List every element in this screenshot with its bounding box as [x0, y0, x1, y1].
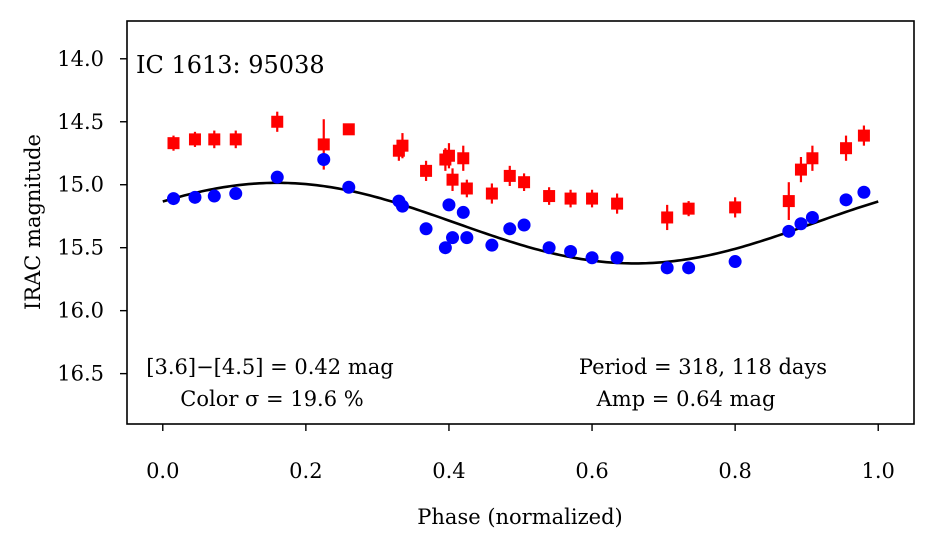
- data-point-square: [661, 211, 674, 224]
- chart-title: IC 1613: 95038: [136, 51, 325, 79]
- data-point-circle: [503, 222, 517, 236]
- data-point-circle: [839, 193, 853, 207]
- data-point-circle: [564, 244, 578, 258]
- data-point-square: [342, 123, 355, 136]
- data-point-square: [396, 139, 409, 152]
- data-point-circle: [610, 251, 624, 265]
- y-tick-label: 16.5: [57, 362, 104, 386]
- data-point-square: [503, 169, 516, 182]
- color-annotation-line2: Color σ = 19.6 %: [180, 387, 363, 411]
- y-tick-label: 15.0: [57, 173, 104, 197]
- data-point-square: [188, 133, 201, 146]
- data-point-square: [782, 195, 795, 208]
- data-point-circle: [207, 189, 221, 203]
- data-point-circle: [317, 153, 331, 167]
- data-point-square: [271, 115, 284, 128]
- y-tick-label: 14.5: [57, 110, 104, 134]
- data-point-square: [518, 176, 531, 189]
- data-point-circle: [542, 241, 556, 255]
- data-point-square: [806, 152, 819, 165]
- x-tick-label: 0.8: [718, 459, 751, 483]
- data-point-circle: [585, 251, 599, 265]
- data-point-square: [682, 202, 695, 215]
- data-point-circle: [517, 218, 531, 232]
- data-point-square: [457, 152, 470, 165]
- y-tick-label: 16.0: [57, 299, 104, 323]
- period-annotation: Period = 318, 118 days: [579, 355, 827, 379]
- data-point-square: [317, 138, 330, 151]
- data-point-square: [460, 182, 473, 195]
- data-point-circle: [456, 205, 470, 219]
- data-point-circle: [805, 210, 819, 224]
- data-point-circle: [446, 231, 460, 245]
- data-point-square: [611, 197, 624, 210]
- data-point-square: [442, 149, 455, 162]
- x-tick-label: 1.0: [862, 459, 895, 483]
- data-point-circle: [395, 199, 409, 213]
- data-point-square: [729, 201, 742, 214]
- data-point-square: [840, 142, 853, 155]
- data-point-circle: [857, 185, 871, 199]
- data-point-circle: [167, 192, 181, 206]
- data-point-square: [485, 187, 498, 200]
- amplitude-annotation: Amp = 0.64 mag: [596, 387, 776, 411]
- x-tick-label: 0.2: [289, 459, 322, 483]
- data-point-square: [857, 129, 870, 142]
- data-point-square: [564, 192, 577, 205]
- color-annotation-line1: [3.6]−[4.5] = 0.42 mag: [146, 355, 393, 379]
- x-tick-label: 0.4: [432, 459, 465, 483]
- data-point-circle: [442, 198, 456, 212]
- data-point-circle: [728, 255, 742, 269]
- data-point-square: [167, 137, 180, 150]
- data-point-square: [586, 192, 599, 205]
- data-point-circle: [229, 187, 243, 201]
- data-point-circle: [460, 231, 474, 245]
- data-point-circle: [782, 224, 796, 238]
- data-point-square: [543, 190, 556, 203]
- data-point-circle: [682, 261, 696, 275]
- y-tick-label: 14.0: [57, 47, 104, 71]
- y-axis-label: IRAC magnitude: [21, 134, 45, 310]
- x-tick-label: 0.6: [575, 459, 608, 483]
- data-point-square: [794, 163, 807, 176]
- data-point-circle: [342, 180, 356, 194]
- x-axis-label: Phase (normalized): [417, 505, 622, 529]
- data-point-circle: [660, 261, 674, 275]
- data-point-square: [420, 164, 433, 177]
- data-point-square: [229, 133, 242, 146]
- x-tick-label: 0.0: [146, 459, 179, 483]
- data-point-circle: [438, 241, 452, 255]
- data-point-circle: [419, 222, 433, 236]
- data-point-circle: [794, 217, 808, 231]
- data-point-circle: [485, 238, 499, 252]
- data-point-square: [208, 133, 221, 146]
- model-curve: [162, 181, 879, 265]
- plot-frame: [126, 20, 915, 425]
- data-point-circle: [188, 190, 202, 204]
- data-point-square: [446, 173, 459, 186]
- y-tick-label: 15.5: [57, 236, 104, 260]
- data-point-circle: [270, 170, 284, 184]
